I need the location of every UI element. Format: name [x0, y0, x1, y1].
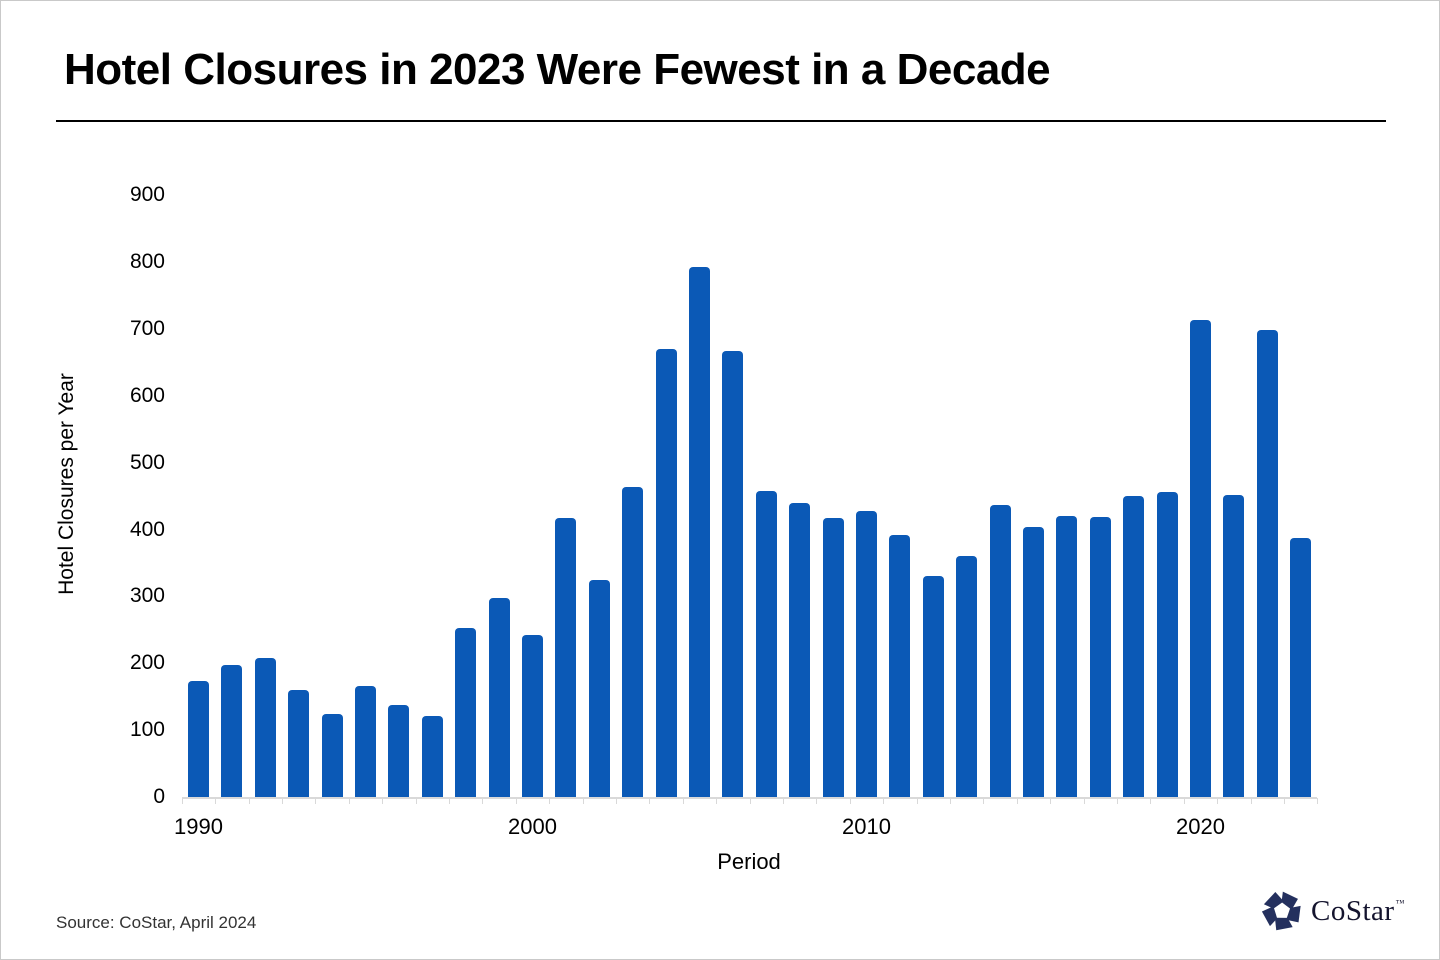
x-axis-tick	[382, 798, 384, 804]
x-axis-tick	[348, 798, 350, 804]
bar-1991	[221, 665, 243, 797]
x-axis-tick	[415, 798, 417, 804]
bar-2022	[1256, 330, 1278, 797]
y-tick-label: 500	[129, 450, 165, 474]
x-axis-tick	[315, 798, 317, 804]
x-axis-tick	[716, 798, 718, 804]
x-axis-tick	[616, 798, 617, 804]
bar-2019	[1156, 492, 1178, 797]
x-axis-tick	[916, 798, 918, 804]
bar-2000	[522, 635, 543, 797]
trademark-symbol: ™	[1395, 897, 1405, 908]
source-text: Source: CoStar, April 2024	[56, 913, 257, 932]
bar-2016	[1056, 516, 1078, 797]
title-underline	[56, 120, 1386, 122]
chart-title: Hotel Closures in 2023 Were Fewest in a …	[64, 45, 1051, 94]
bar-2014	[989, 505, 1011, 797]
x-axis-tick	[282, 798, 283, 804]
x-axis-tick	[682, 798, 684, 804]
x-axis-title: Period	[717, 849, 781, 874]
x-axis-tick	[482, 798, 484, 804]
x-axis-tick	[950, 798, 951, 804]
x-axis-tick	[248, 798, 250, 804]
bar-2020	[1190, 320, 1211, 797]
bar-2005	[689, 267, 710, 797]
costar-logo-text: CoStar™	[1311, 894, 1405, 927]
bar-1990	[188, 681, 209, 797]
x-axis-tick	[1317, 798, 1319, 804]
costar-logo: CoStar™	[1261, 890, 1405, 932]
costar-pinwheel-icon	[1261, 891, 1301, 931]
x-tick-label: 2000	[508, 814, 557, 839]
x-axis-tick	[1284, 798, 1285, 804]
x-tick-label: 1990	[174, 814, 223, 839]
x-axis-tick	[1217, 798, 1219, 804]
y-tick-label: 300	[129, 584, 165, 608]
x-tick-label: 2010	[842, 814, 891, 839]
bar-1992	[254, 658, 276, 797]
x-axis-tick	[1250, 798, 1252, 804]
x-axis-tick	[883, 798, 885, 804]
x-axis-tick	[449, 798, 450, 804]
bar-1998	[455, 628, 477, 797]
bar-2012	[922, 576, 944, 797]
x-axis-tick	[783, 798, 784, 804]
x-axis-tick	[816, 798, 818, 804]
x-axis-tick	[515, 798, 517, 804]
bar-2003	[622, 487, 644, 797]
bar-2018	[1123, 496, 1145, 797]
bar-2008	[789, 503, 811, 797]
bar-1995	[355, 686, 376, 797]
bar-2001	[555, 518, 577, 797]
y-tick-label: 800	[129, 250, 165, 274]
x-axis-tick	[1183, 798, 1185, 804]
x-axis-line	[181, 796, 1318, 799]
x-axis-tick	[1050, 798, 1052, 804]
x-axis-tick	[215, 798, 217, 804]
x-axis-tick	[849, 798, 851, 804]
bar-2021	[1223, 495, 1245, 797]
bar-1996	[388, 705, 410, 797]
bar-2002	[588, 580, 610, 797]
x-tick-label: 2020	[1176, 814, 1225, 839]
y-tick-label: 200	[129, 651, 165, 675]
bar-2004	[655, 349, 677, 797]
y-tick-label: 100	[129, 718, 165, 742]
y-tick-label: 400	[129, 517, 165, 541]
x-axis-tick	[1117, 798, 1118, 804]
y-tick-label: 600	[129, 383, 165, 407]
bar-1997	[421, 716, 443, 797]
x-axis-tick	[181, 798, 183, 804]
bar-2007	[755, 491, 777, 797]
x-axis-tick	[1083, 798, 1085, 804]
bar-2013	[956, 556, 978, 797]
bar-1994	[321, 714, 343, 797]
bar-2009	[822, 518, 844, 797]
bar-2011	[889, 535, 911, 797]
x-axis-tick	[749, 798, 751, 804]
bar-1993	[288, 690, 310, 797]
y-tick-label: 0	[153, 785, 165, 808]
y-axis-title: Hotel Closures per Year	[55, 373, 78, 595]
y-tick-label: 900	[129, 183, 165, 207]
x-axis-tick	[649, 798, 651, 804]
bar-1999	[488, 598, 510, 797]
bar-2023	[1290, 538, 1312, 797]
x-axis-tick	[983, 798, 985, 804]
bar-2015	[1023, 527, 1044, 797]
bar-2017	[1089, 517, 1111, 797]
y-tick-label: 700	[129, 316, 165, 340]
x-axis-tick	[582, 798, 584, 804]
bar-2006	[722, 351, 744, 797]
x-axis-tick	[1150, 798, 1152, 804]
x-axis-tick	[1016, 798, 1018, 804]
bar-2010	[856, 511, 877, 797]
x-axis-tick	[549, 798, 551, 804]
